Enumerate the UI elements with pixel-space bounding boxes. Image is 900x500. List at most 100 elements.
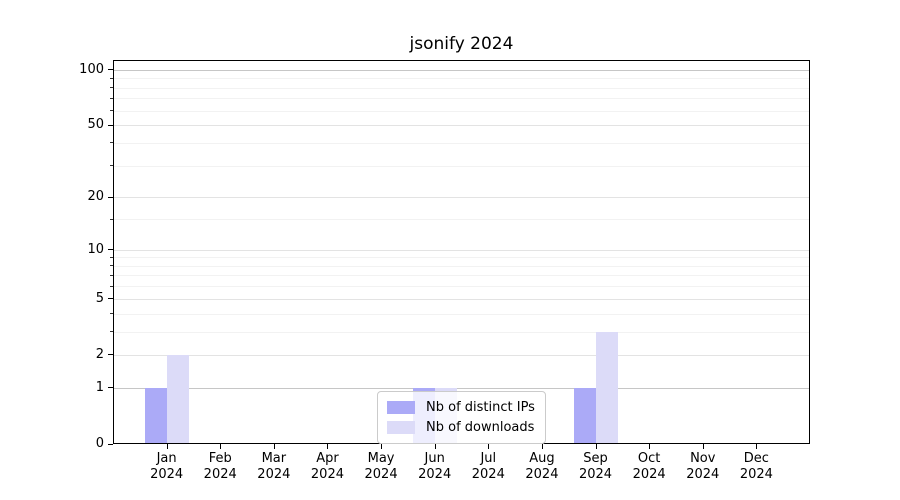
gridline-major (114, 125, 809, 127)
x-tick-year: 2024 (257, 467, 291, 482)
x-tick-year: 2024 (632, 467, 666, 482)
y-tick-label: 100 (79, 61, 104, 77)
gridline-major (114, 354, 809, 356)
x-tick-label: Jun 2024 (403, 451, 467, 483)
x-tick-month: Aug (529, 451, 555, 466)
x-tick-mark (273, 444, 275, 449)
x-tick-mark (756, 444, 758, 449)
gridline-minor (114, 313, 809, 315)
x-tick-year: 2024 (310, 467, 344, 482)
x-tick-label: Apr 2024 (295, 451, 359, 483)
gridline-minor (114, 165, 809, 167)
x-tick-year: 2024 (203, 467, 237, 482)
x-tick-month: Sep (583, 451, 608, 466)
y-minor-tick-mark (110, 285, 113, 287)
y-tick-mark (108, 249, 113, 251)
gridline-major (114, 249, 809, 251)
legend: Nb of distinct IPs Nb of downloads (377, 391, 546, 444)
y-minor-tick-mark (110, 165, 113, 167)
x-tick-month: Oct (637, 451, 661, 466)
y-minor-tick-mark (110, 331, 113, 333)
legend-label-distinct-ips: Nb of distinct IPs (426, 400, 535, 415)
y-minor-tick-mark (110, 87, 113, 89)
y-minor-tick-mark (110, 110, 113, 112)
x-tick-label: Dec 2024 (724, 451, 788, 483)
x-tick-month: Dec (743, 451, 769, 466)
gridline-minor (114, 98, 809, 100)
gridline-minor (114, 219, 809, 221)
legend-swatch-downloads (387, 421, 415, 434)
x-tick-mark (649, 444, 651, 449)
x-tick-label: Aug 2024 (510, 451, 574, 483)
x-tick-mark (327, 444, 329, 449)
y-tick-mark (108, 387, 113, 389)
y-minor-tick-mark (110, 313, 113, 314)
gridline-minor (114, 331, 809, 333)
legend-row-downloads: Nb of downloads (387, 420, 535, 435)
gridline-major (114, 298, 809, 300)
x-tick-year: 2024 (525, 467, 559, 482)
x-tick-year: 2024 (739, 467, 773, 482)
x-tick-year: 2024 (418, 467, 452, 482)
x-tick-month: Jul (480, 451, 497, 466)
y-minor-tick-mark (110, 256, 113, 258)
x-tick-month: Apr (316, 451, 339, 466)
y-tick-label: 20 (87, 189, 104, 205)
y-tick-mark (108, 69, 113, 71)
y-minor-tick-mark (110, 97, 113, 99)
x-tick-mark (220, 444, 222, 449)
x-tick-label: Jan 2024 (135, 451, 199, 483)
x-tick-month: Jan (156, 451, 177, 466)
y-tick-label: 2 (95, 346, 104, 362)
x-tick-label: Oct 2024 (617, 451, 681, 483)
y-tick-label: 0 (95, 436, 104, 451)
legend-swatch-distinct-ips (387, 401, 415, 414)
x-tick-month: Nov (690, 451, 716, 466)
y-tick-mark (108, 196, 113, 198)
legend-row-distinct-ips: Nb of distinct IPs (387, 400, 535, 415)
bar-distinct-ips-jan (144, 387, 167, 443)
gridline-major (114, 197, 809, 199)
bar-downloads-sep (595, 331, 618, 443)
gridline-minor (114, 142, 809, 144)
x-tick-mark (434, 444, 436, 449)
x-tick-mark (488, 444, 490, 449)
x-tick-mark (166, 444, 168, 449)
x-tick-year: 2024 (471, 467, 505, 482)
y-tick-mark (108, 443, 113, 445)
y-tick-label: 10 (87, 241, 104, 257)
y-tick-mark (108, 354, 113, 356)
bar-downloads-jan (166, 354, 189, 443)
plot-area (113, 60, 810, 444)
gridline-minor (114, 257, 809, 259)
gridline-minor (114, 265, 809, 267)
x-tick-label: Mar 2024 (242, 451, 306, 483)
y-tick-label: 50 (87, 117, 104, 133)
gridline-minor (114, 286, 809, 288)
x-tick-label: May 2024 (349, 451, 413, 483)
gridline-major (114, 69, 809, 71)
y-tick-label: 1 (95, 379, 104, 395)
legend-label-downloads: Nb of downloads (426, 420, 535, 435)
x-tick-mark (595, 444, 597, 449)
gridline-minor (114, 110, 809, 112)
y-minor-tick-mark (110, 265, 113, 267)
y-minor-tick-mark (110, 142, 113, 144)
gridline-major (114, 387, 809, 389)
y-tick-mark (108, 124, 113, 126)
x-tick-mark (541, 444, 543, 449)
gridline-minor (114, 275, 809, 277)
y-tick-label: 5 (95, 290, 104, 306)
x-tick-month: Jun (424, 451, 445, 466)
x-tick-label: Jul 2024 (456, 451, 520, 483)
bar-distinct-ips-sep (573, 387, 596, 443)
x-tick-month: Mar (261, 451, 287, 466)
x-tick-mark (702, 444, 704, 449)
x-tick-label: Sep 2024 (564, 451, 628, 483)
x-tick-year: 2024 (578, 467, 613, 482)
y-minor-tick-mark (110, 274, 113, 276)
x-tick-mark (381, 444, 383, 449)
x-tick-month: May (367, 451, 395, 466)
gridline-minor (114, 87, 809, 89)
